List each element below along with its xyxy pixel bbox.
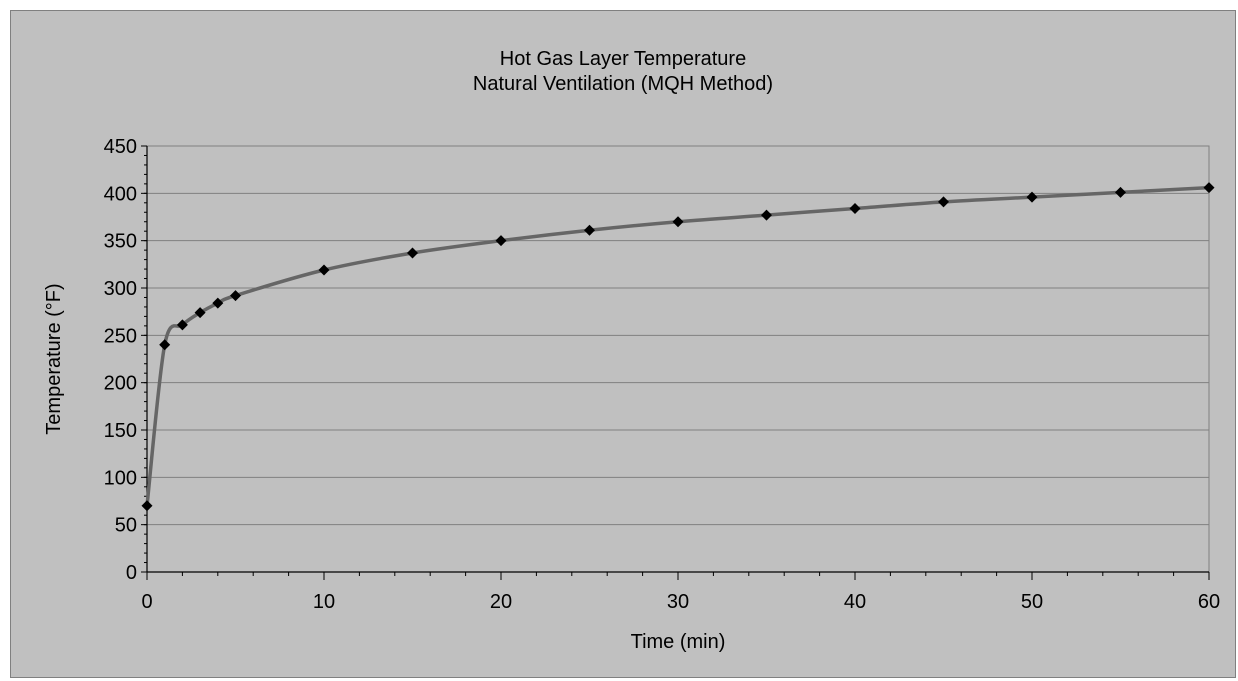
data-point-marker bbox=[1115, 186, 1126, 198]
y-tick-label: 200 bbox=[104, 373, 137, 395]
chart-title: Hot Gas Layer Temperature bbox=[499, 48, 747, 70]
data-point-marker bbox=[212, 297, 224, 309]
y-tick-label: 50 bbox=[115, 515, 137, 537]
x-tick-label: 50 bbox=[1021, 591, 1043, 613]
y-tick-label: 300 bbox=[104, 278, 137, 300]
data-point-marker bbox=[194, 307, 206, 319]
series-layer bbox=[141, 182, 1215, 512]
data-point-marker bbox=[495, 235, 507, 247]
x-tick-label: 20 bbox=[490, 591, 512, 613]
plot-area bbox=[146, 145, 1210, 573]
data-point-marker bbox=[176, 319, 188, 331]
chart-title-block: Hot Gas Layer Temperature Natural Ventil… bbox=[11, 47, 1235, 97]
x-axis-title: Time (min) bbox=[631, 631, 726, 653]
y-tick-label: 400 bbox=[104, 183, 137, 205]
y-tick-label: 100 bbox=[104, 467, 137, 489]
data-point-marker bbox=[849, 202, 861, 214]
data-point-marker bbox=[407, 247, 418, 259]
x-tick-label: 10 bbox=[313, 591, 335, 613]
data-point-marker bbox=[1026, 191, 1038, 203]
data-point-marker bbox=[761, 209, 772, 221]
gridlines bbox=[147, 145, 1209, 526]
data-point-marker bbox=[159, 339, 171, 351]
y-tick-label: 250 bbox=[104, 325, 137, 347]
data-point-marker bbox=[141, 500, 153, 512]
y-tick-label: 350 bbox=[104, 231, 137, 253]
x-tick-label: 40 bbox=[844, 591, 866, 613]
data-point-marker bbox=[938, 196, 949, 208]
axes: 0 50 100 150 200 250 300 350 400 450 0 10 20 30 40 50 60 bbox=[104, 136, 1221, 613]
chart-subtitle: Natural Ventilation (MQH Method) bbox=[472, 73, 774, 95]
y-axis-title: Temperature (°F) bbox=[43, 283, 65, 434]
x-tick-label: 60 bbox=[1198, 591, 1220, 613]
data-point-marker bbox=[584, 224, 595, 236]
data-point-marker bbox=[318, 264, 330, 276]
x-tick-label: 0 bbox=[141, 591, 152, 613]
data-point-marker bbox=[1203, 182, 1215, 194]
y-tick-label: 0 bbox=[126, 562, 137, 584]
series-line bbox=[145, 185, 1210, 506]
y-tick-label: 150 bbox=[104, 420, 137, 442]
data-point-marker bbox=[230, 290, 241, 302]
data-point-marker bbox=[672, 216, 684, 228]
x-tick-label: 30 bbox=[667, 591, 689, 613]
y-tick-label: 450 bbox=[104, 136, 137, 158]
